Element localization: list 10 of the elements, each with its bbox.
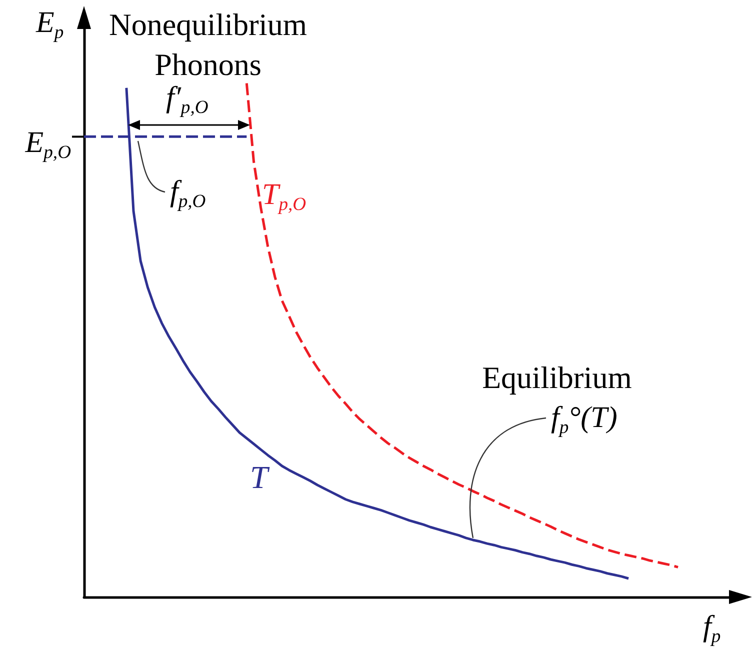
annotation: Equilibrium bbox=[482, 360, 632, 395]
series-label: T bbox=[250, 459, 268, 495]
x-axis-title: f$_{p}$ bbox=[703, 610, 721, 647]
annotation: f$_{p}$°(T) bbox=[551, 401, 618, 438]
annotation: f$_{p,O}$ bbox=[170, 175, 206, 212]
text: E$_{p,O}$ bbox=[25, 126, 71, 163]
y-axis-title: E$_{p}$ bbox=[36, 6, 64, 43]
text: Nonequilibrium Phonons bbox=[108, 6, 308, 84]
series-label: T$_{p,O}$ bbox=[262, 178, 306, 215]
annotation: f′$_{p,O}$ bbox=[166, 81, 208, 118]
